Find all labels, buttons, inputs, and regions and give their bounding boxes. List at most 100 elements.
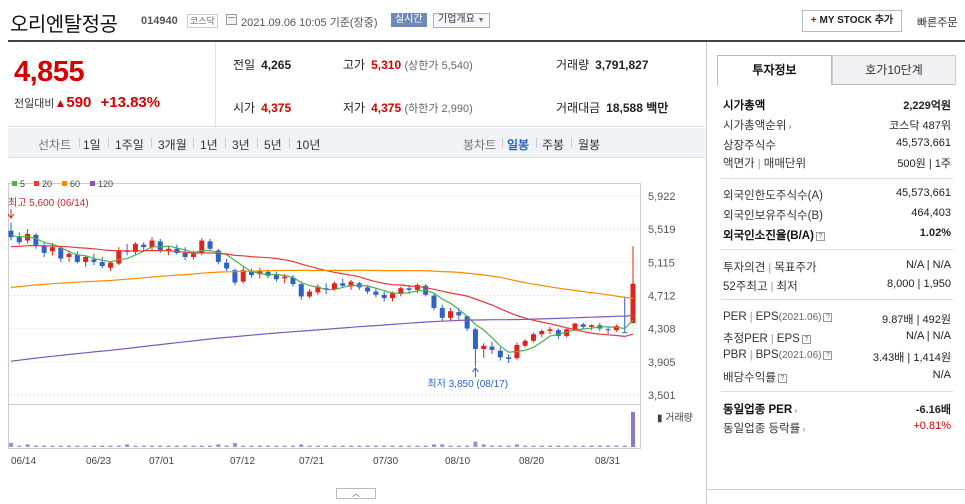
chart-collapse-button[interactable]: ︿ bbox=[336, 488, 376, 499]
industry-per-label: 동일업종 PER bbox=[723, 404, 793, 416]
week52-row: 52주최고 | 최저 8,000 | 1,950 bbox=[723, 278, 951, 293]
candle-body bbox=[290, 277, 296, 285]
realtime-badge[interactable]: 실시간 bbox=[391, 13, 427, 27]
price-plot-frame bbox=[8, 183, 641, 405]
y-tick-label: 3,501 bbox=[648, 390, 676, 402]
tab-invest-info[interactable]: 투자정보 bbox=[717, 55, 832, 85]
period-5y[interactable]: 5년 bbox=[264, 138, 282, 152]
volume-bar bbox=[431, 444, 436, 447]
volume-bar bbox=[282, 445, 287, 447]
company-info-dropdown[interactable]: 기업개요 ▼ bbox=[433, 13, 490, 28]
foreign-hold-row: 외국인보유주식수(B) 464,403 bbox=[723, 207, 951, 223]
x-tick-label: 07/30 bbox=[373, 456, 398, 467]
bps-label: BPS bbox=[755, 349, 779, 361]
help-icon[interactable]: ? bbox=[777, 373, 787, 383]
period-1y[interactable]: 1년 bbox=[200, 138, 218, 152]
help-icon[interactable]: ? bbox=[823, 350, 833, 360]
industry-rate-row[interactable]: 동일업종 등락률 › +0.81% bbox=[723, 420, 951, 436]
par-unit-value: 500원 | 1주 bbox=[897, 158, 951, 170]
panel-footer bbox=[706, 489, 965, 504]
tab-orderbook[interactable]: 호가10단계 bbox=[832, 55, 956, 85]
divider bbox=[721, 391, 953, 392]
volume-bar bbox=[564, 445, 569, 447]
volume-bar bbox=[481, 444, 486, 447]
pbr-row: PBR | BPS(2021.06)? 3.43배 | 1,414원 bbox=[723, 349, 951, 364]
candle-daily[interactable]: 일봉 bbox=[507, 138, 530, 152]
help-icon[interactable]: ? bbox=[801, 334, 811, 344]
volume-bar bbox=[373, 445, 378, 447]
volume-bar bbox=[365, 445, 370, 447]
legend-swatch bbox=[12, 181, 17, 186]
header-divider bbox=[8, 40, 965, 42]
foreign-hold-value: 464,403 bbox=[911, 207, 951, 219]
period-10y[interactable]: 10년 bbox=[296, 138, 321, 152]
opinion-row: 투자의견 | 목표주가 N/A | N/A bbox=[723, 259, 951, 274]
industry-per-row[interactable]: 동일업종 PER › -6.16배 bbox=[723, 401, 951, 417]
volume-bar bbox=[274, 445, 279, 447]
volume-bar bbox=[58, 445, 63, 447]
market-cap-row: 시가총액 2,229억원 bbox=[723, 97, 951, 113]
invest-info-panel: 투자정보 호가10단계 시가총액 2,229억원 시가총액순위 › 코스닥 48… bbox=[706, 42, 965, 504]
dividend-label: 배당수익률 bbox=[723, 372, 776, 384]
upper-limit: (상한가 5,540) bbox=[404, 60, 473, 72]
candle-weekly[interactable]: 주봉 bbox=[542, 138, 565, 152]
help-icon[interactable]: ? bbox=[823, 312, 833, 322]
target-label: 목표주가 bbox=[774, 262, 817, 274]
x-tick-label: 08/10 bbox=[445, 456, 470, 467]
candlestick-chart[interactable]: 5,922 5,519 5,115 4,712 4,308 3,905 3,501 5 20 60… bbox=[8, 159, 705, 504]
par-label: 액면가 bbox=[723, 158, 755, 170]
est-eps-label: EPS bbox=[776, 333, 800, 345]
add-mystock-button[interactable]: + MY STOCK 추가 bbox=[802, 10, 902, 32]
quick-order-link[interactable]: 빠른주문 bbox=[917, 17, 958, 29]
candle-body bbox=[398, 288, 404, 294]
legend-label: 60 bbox=[70, 179, 80, 189]
divider bbox=[502, 138, 503, 148]
calendar-icon bbox=[226, 14, 237, 25]
divider bbox=[225, 138, 226, 148]
volume-bar bbox=[108, 445, 113, 447]
candle-body bbox=[365, 287, 371, 292]
candle-body bbox=[41, 245, 47, 253]
candle-body bbox=[174, 248, 180, 253]
candle-body bbox=[149, 240, 155, 248]
week52-value: 8,000 | 1,950 bbox=[886, 278, 951, 290]
low-price: 저가 4,375 (하한가 2,990) bbox=[343, 99, 473, 116]
help-icon[interactable]: ? bbox=[815, 231, 825, 241]
market-badge: 코스닥 bbox=[187, 14, 218, 28]
shares-row: 상장주식수 45,573,661 bbox=[723, 137, 951, 153]
market-cap-value: 2,229억원 bbox=[903, 100, 951, 112]
market-cap-rank-row[interactable]: 시가총액순위 › 코스닥 487위 bbox=[723, 117, 951, 133]
candle-body bbox=[265, 271, 271, 276]
candle-body bbox=[414, 284, 420, 290]
volume-bar bbox=[249, 445, 254, 447]
period-3m[interactable]: 3개월 bbox=[158, 138, 187, 152]
pbr-bps-value: 3.43배 | 1,414원 bbox=[872, 352, 951, 364]
volume-bar bbox=[191, 445, 196, 447]
low-label: 저가 bbox=[343, 101, 366, 115]
volume-bar bbox=[9, 442, 13, 447]
volume-bar bbox=[523, 445, 528, 447]
volume-bar bbox=[581, 445, 586, 447]
change-value: 590 bbox=[66, 94, 92, 111]
candle-body bbox=[141, 244, 147, 248]
candle-body bbox=[406, 288, 412, 290]
company-info-label: 기업개요 bbox=[438, 14, 475, 25]
volume-bar bbox=[25, 444, 30, 447]
legend-swatch bbox=[90, 181, 95, 186]
prev-close-label: 전일 bbox=[233, 58, 256, 72]
candle-body bbox=[497, 350, 503, 358]
foreign-rate-label: 외국인소진율(B/A) bbox=[723, 230, 814, 242]
period-1d[interactable]: 1일 bbox=[83, 138, 101, 152]
candle-body bbox=[166, 248, 172, 251]
line-chart-label: 선차트 bbox=[38, 138, 72, 152]
period-1w[interactable]: 1주일 bbox=[115, 138, 144, 152]
volume-bar bbox=[556, 445, 561, 447]
low-arrow-head bbox=[472, 367, 479, 373]
stock-name: 오리엔탈정공 bbox=[10, 14, 118, 36]
volume-bar bbox=[415, 445, 420, 447]
candle-monthly[interactable]: 월봉 bbox=[578, 138, 601, 152]
candle-body bbox=[282, 276, 288, 279]
volume-bar bbox=[166, 445, 171, 447]
period-3y[interactable]: 3년 bbox=[232, 138, 250, 152]
candle-body bbox=[340, 283, 346, 286]
